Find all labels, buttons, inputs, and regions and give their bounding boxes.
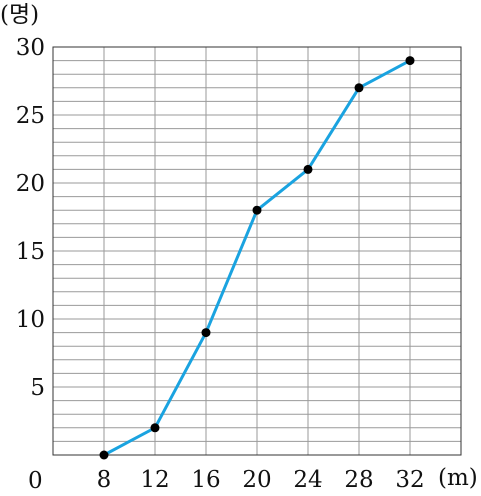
x-tick-label: 16 (191, 467, 220, 493)
y-tick-label: 5 (30, 375, 45, 401)
x-tick-label: 20 (242, 467, 271, 493)
y-tick-label: 15 (16, 239, 45, 265)
y-axis-unit-label: (명) (0, 2, 39, 28)
x-axis-unit-label: (m) (438, 465, 478, 491)
y-tick-label: 30 (16, 35, 45, 61)
data-point (405, 56, 415, 66)
plot-frame (52, 46, 462, 456)
x-tick-label: 8 (97, 467, 112, 493)
y-tick-label: 20 (16, 171, 45, 197)
data-point (354, 83, 364, 93)
data-point (99, 450, 109, 460)
y-axis-tick-labels: 5 10 15 20 25 30 (16, 35, 45, 401)
x-tick-label: 32 (395, 467, 424, 493)
x-axis-tick-labels: 8 12 16 20 24 28 32 (97, 467, 425, 493)
data-markers (99, 56, 415, 460)
x-tick-label: 12 (140, 467, 169, 493)
origin-label: 0 (28, 468, 43, 494)
data-point (201, 328, 211, 338)
y-tick-label: 25 (16, 103, 45, 129)
x-tick-label: 28 (344, 467, 373, 493)
x-tick-label: 24 (293, 467, 322, 493)
y-tick-label: 10 (16, 307, 45, 333)
data-point (303, 164, 313, 174)
data-point (150, 423, 160, 433)
data-point (252, 205, 262, 215)
